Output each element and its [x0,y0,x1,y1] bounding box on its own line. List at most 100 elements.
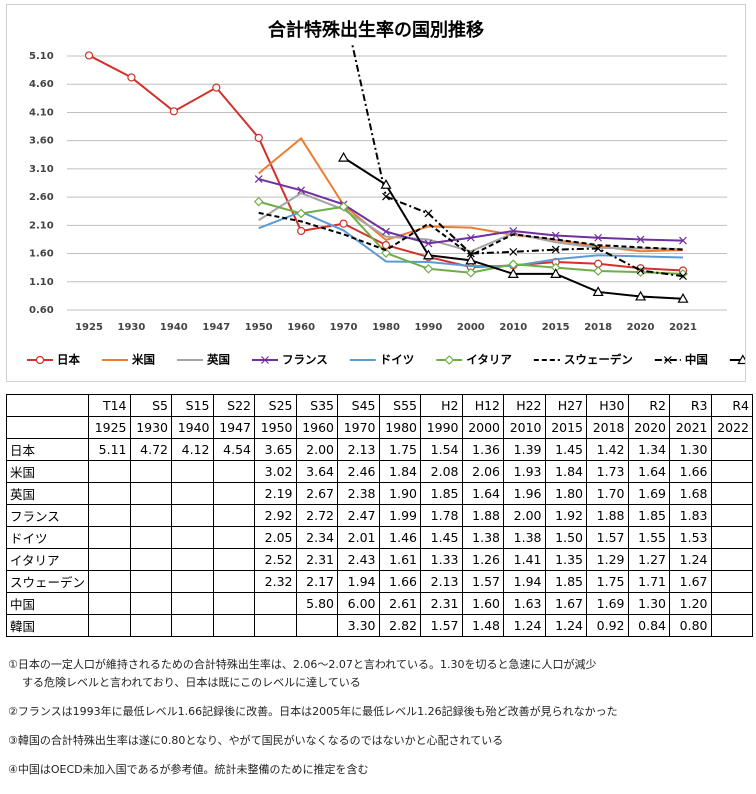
table-cell: 1.67 [669,570,712,593]
table-cell: 2.13 [337,438,380,461]
table-cell: スウェーデン [5,570,90,593]
legend-label: スウェーデン [564,353,633,367]
table-cell: 1.67 [544,592,588,615]
table-cell [129,460,173,483]
table-cell: 1.30 [627,592,671,615]
y-tick-label: 5.10 [29,51,54,62]
header-row: 1925 1930 1940 1947 1950 1960 1970 1980 1990 2000… [5,416,754,439]
table-cell: 1.57 [461,570,505,593]
marker [382,227,390,236]
marker [509,247,518,256]
table-cell: 1.24 [669,548,712,571]
table-cell: 1.85 [627,504,671,527]
marker [678,269,688,279]
table-cell: 中国 [5,592,90,615]
table-cell: 4.54 [212,438,256,461]
table-cell: 2010 [503,416,546,439]
table-cell: 1.73 [586,460,629,483]
legend-item: イタリア [436,353,512,367]
table-cell: 1.26 [461,548,505,571]
marker [212,83,221,92]
table-cell: 1.61 [378,548,422,571]
x-tick-label: 2000 [457,322,485,333]
y-tick-label: 0.60 [29,305,54,316]
table-cell: 2.08 [420,460,463,483]
table-cell: 1.83 [669,504,712,527]
marker [253,196,264,207]
table-cell: 6.00 [337,592,380,615]
table-cell: 2.01 [337,526,380,549]
series-line [258,178,684,245]
table-cell [129,482,173,505]
marker [254,175,263,183]
table-cell [212,548,256,571]
table-cell: 1.68 [669,482,712,505]
marker [594,244,603,253]
note: ①日本の一定人口が維持されるための合計特殊出生率は、2.06～2.07と言われて… [8,656,618,692]
table-cell: 1.69 [627,482,671,505]
table-cell: 1.88 [586,504,629,527]
table-cell: 1.20 [669,592,712,615]
table-cell: 1.36 [461,438,505,461]
table-cell: H12 [461,394,505,417]
table-cell: 0.84 [627,614,671,637]
table-cell: 0.92 [586,614,629,637]
table-cell [171,614,214,637]
table-cell [129,526,173,549]
marker [593,266,603,276]
table-cell: 2.00 [503,504,546,527]
table-cell: 2.31 [420,592,463,615]
table-cell: 1.57 [420,614,463,637]
series-line [258,192,684,253]
data-row: 韓国 3.30 2.82 1.57 1.48 1.24 1.24 0.92 0.84 0.80 [5,614,754,637]
table-cell [171,570,214,593]
table-cell: 2.61 [378,592,422,615]
table-cell: 2.00 [295,438,339,461]
y-tick-label: 1.60 [29,249,54,260]
table-cell: S45 [337,394,380,417]
marker [297,186,306,195]
table-cell: 1960 [295,416,339,439]
table-cell: 2.31 [295,548,339,571]
x-tick-label: 2020 [627,322,655,333]
table-cell: 5.80 [295,592,339,615]
table-cell: 米国 [5,460,90,483]
legend-item: 日本 [27,353,80,367]
note-line: ③韓国の合計特殊出生率は遂に0.80となり、やがて国民がいなくなるのではないかと… [8,734,504,747]
table-cell: 1.75 [378,438,422,461]
marker [509,227,518,235]
note-line: ①日本の一定人口が維持されるための合計特殊出生率は、2.06～2.07と言われて… [8,658,597,671]
table-cell: 1.38 [461,526,505,549]
legend-item: 米国 [102,353,155,367]
table-cell [88,482,131,505]
chart: 合計特殊出生率の国別推移 0.60 1.10 1.60 2.10 2.60 3.10 3.6… [6,4,746,382]
table-cell: 4.72 [129,438,173,461]
table-cell [254,592,297,615]
table-cell: 1.50 [544,526,588,549]
table-cell: 1.53 [669,526,712,549]
table-cell: 英国 [5,482,90,505]
note: ③韓国の合計特殊出生率は遂に0.80となり、やがて国民がいなくなるのではないかと… [8,732,618,750]
table-cell: 1.94 [503,570,546,593]
table-cell: 1.99 [378,504,422,527]
table-cell: 2022 [710,416,754,439]
x-tick-label: 1980 [372,322,400,333]
x-tick-label: 1970 [330,322,358,333]
table-cell: 1.24 [503,614,546,637]
y-tick-label: 3.60 [29,136,54,147]
table-cell: 1.39 [503,438,546,461]
table-cell: 2000 [461,416,505,439]
marker [261,356,269,364]
marker [338,151,350,162]
table-cell: 1.85 [420,482,463,505]
table-cell: 2.19 [254,482,297,505]
x-tick-label: 2010 [499,322,527,333]
table-cell [710,504,754,527]
table-cell: 1.70 [586,482,629,505]
x-tick-label: 1990 [415,322,443,333]
table-cell [88,570,131,593]
x-tick-label: 2015 [542,322,570,333]
table-cell: 1.85 [544,570,588,593]
table-cell: 0.80 [669,614,712,637]
marker [466,267,476,278]
